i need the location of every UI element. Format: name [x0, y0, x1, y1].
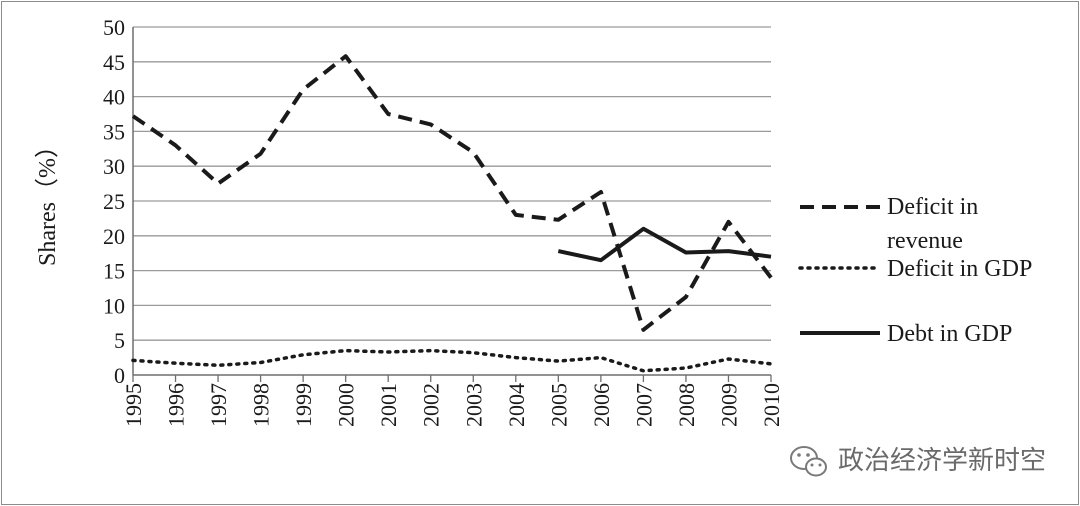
- y-axis-label: Shares（%）: [35, 134, 61, 266]
- legend-label-debt-gdp: Debt in GDP: [887, 321, 1012, 347]
- gridlines: [133, 26, 771, 341]
- x-tick-label: 2009: [716, 383, 741, 427]
- y-tick-label: 35: [103, 119, 125, 144]
- y-tick-label: 0: [114, 363, 125, 388]
- y-tick-label: 50: [103, 15, 125, 40]
- x-tick-label: 2008: [674, 383, 699, 427]
- x-tick-label: 2004: [504, 383, 529, 427]
- y-tick-label: 25: [103, 189, 125, 214]
- legend-label-deficit-revenue-line2: revenue: [887, 228, 963, 254]
- series-line-debt-in-gdp: [557, 226, 772, 263]
- x-tick-labels: 1995 1996 1997 1998 1999 2000 2001 2002 2003 2004…: [121, 383, 784, 427]
- y-tick-label: 5: [114, 328, 125, 353]
- y-tick-label: 20: [103, 224, 125, 249]
- legend-label-deficit-gdp: Deficit in GDP: [887, 256, 1032, 282]
- legend: Deficit in revenue Deficit in GDP Debt i…: [798, 194, 1032, 347]
- legend-label-deficit-revenue-line1: Deficit in: [887, 194, 978, 220]
- x-tick-label: 1995: [121, 383, 146, 427]
- y-tick-label: 30: [103, 154, 125, 179]
- y-tick-label: 40: [103, 85, 125, 110]
- x-tick-label: 2010: [759, 383, 784, 427]
- series-line-deficit-in-gdp: [131, 348, 773, 373]
- y-tick-label: 45: [103, 50, 125, 75]
- y-tick-labels: 0 5 10 15 20 25 30 35 40 45 50: [103, 15, 125, 388]
- axes: [132, 27, 772, 382]
- x-tick-label: 1998: [249, 383, 274, 427]
- x-tick-label: 2002: [419, 383, 444, 427]
- x-tick-label: 2003: [461, 383, 486, 427]
- watermark: 政治经济学新时空: [790, 446, 1046, 477]
- x-tick-label: 2006: [589, 383, 614, 427]
- series-line-deficit-in-revenue: [131, 54, 773, 332]
- x-tick-label: 1996: [164, 383, 189, 427]
- x-tick-label: 1999: [291, 383, 316, 427]
- x-tick-label: 2005: [546, 383, 571, 427]
- y-tick-label: 15: [103, 259, 125, 284]
- x-tick-label: 1997: [206, 383, 231, 427]
- y-tick-label: 10: [103, 293, 125, 318]
- x-tick-label: 2007: [631, 383, 656, 427]
- series-lines: [131, 54, 773, 373]
- wechat-icon: [790, 446, 827, 477]
- watermark-text: 政治经济学新时空: [838, 446, 1046, 476]
- x-tick-label: 2001: [376, 383, 401, 427]
- x-tick-label: 2000: [334, 383, 359, 427]
